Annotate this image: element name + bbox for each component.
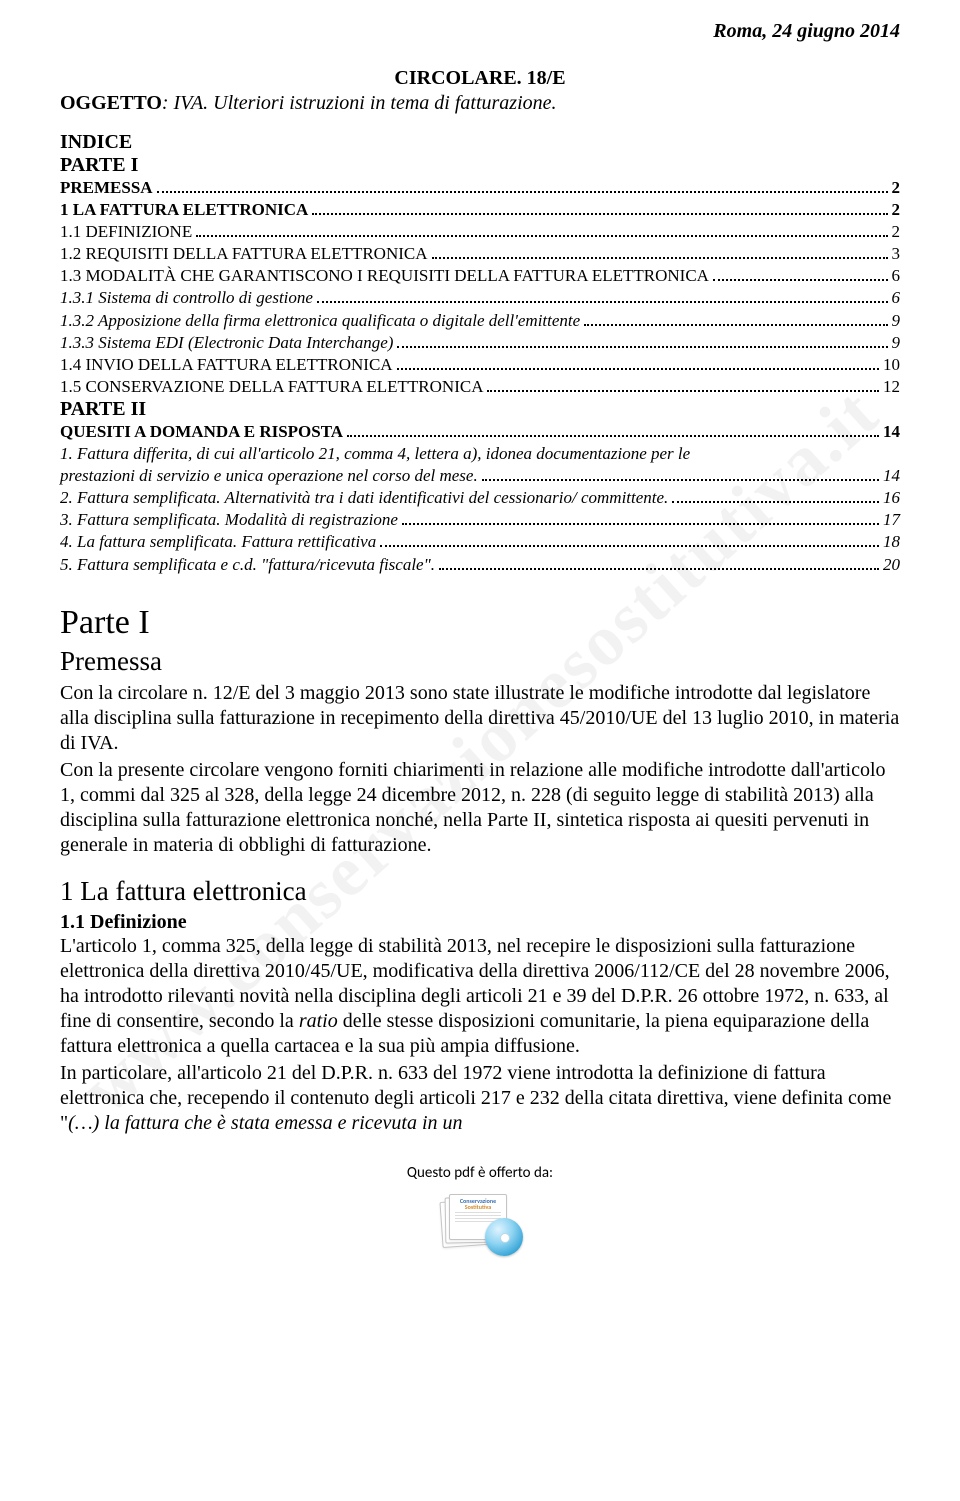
oggetto-text: : IVA. Ulteriori istruzioni in tema di f… [162, 92, 557, 114]
toc-row: 1.1 DEFINIZIONE 2 [60, 221, 900, 243]
toc-label: 5. Fattura semplificata e c.d. "fattura/… [60, 554, 435, 576]
sec11-p2-quote: (…) la fattura che è stata emessa e rice… [68, 1112, 462, 1134]
toc-row: 5. Fattura semplificata e c.d. "fattura/… [60, 554, 900, 576]
toc-page: 9 [892, 310, 901, 332]
premessa-title: Premessa [60, 646, 900, 677]
date-line: Roma, 24 giugno 2014 [60, 20, 900, 43]
toc-row: 1 LA FATTURA ELETTRONICA 2 [60, 199, 900, 221]
toc-row: 1.3 MODALITÀ CHE GARANTISCONO I REQUISIT… [60, 265, 900, 287]
toc-label: 3. Fattura semplificata. Modalità di reg… [60, 509, 398, 531]
toc-row: 1.3.1 Sistema di controllo di gestione 6 [60, 287, 900, 309]
toc-dots [157, 191, 888, 193]
toc-dots [402, 523, 879, 525]
toc-label: 1.3.2 Apposizione della firma elettronic… [60, 310, 580, 332]
sec11-p1: L'articolo 1, comma 325, della legge di … [60, 934, 900, 1059]
oggetto-label: OGGETTO [60, 92, 162, 114]
toc-page: 2 [892, 199, 901, 221]
sec11-p2: In particolare, all'articolo 21 del D.P.… [60, 1061, 900, 1136]
toc-dots [196, 235, 887, 237]
premessa-p2: Con la presente circolare vengono fornit… [60, 758, 900, 858]
toc-label: PREMESSA [60, 177, 153, 199]
toc-row: 3. Fattura semplificata. Modalità di reg… [60, 509, 900, 531]
sec11-title: 1.1 Definizione [60, 911, 900, 934]
toc-dots [380, 545, 879, 547]
indice-heading: INDICE [60, 131, 900, 154]
toc-dots [487, 390, 879, 392]
toc-page: 3 [892, 243, 901, 265]
toc-page: 14 [883, 421, 900, 443]
toc-label: 1.5 CONSERVAZIONE DELLA FATTURA ELETTRON… [60, 376, 483, 398]
toc-page: 12 [883, 376, 900, 398]
footer-icon: Conservazione Sostitutiva [435, 1188, 525, 1256]
premessa-body: Con la circolare n. 12/E del 3 maggio 20… [60, 681, 900, 858]
toc-label: 1.3 MODALITÀ CHE GARANTISCONO I REQUISIT… [60, 265, 709, 287]
toc-page: 9 [892, 332, 901, 354]
toc-dots [397, 368, 879, 370]
circolare-title: CIRCOLARE. 18/E [60, 67, 900, 90]
toc-label: 4. La fattura semplificata. Fattura rett… [60, 531, 376, 553]
toc-label: 1.1 DEFINIZIONE [60, 221, 192, 243]
toc-page: 6 [892, 265, 901, 287]
sec11-p1-ratio: ratio [299, 1010, 338, 1032]
toc-parte1: PREMESSA21 LA FATTURA ELETTRONICA21.1 DE… [60, 177, 900, 398]
toc-dots [312, 213, 887, 215]
toc-page: 17 [883, 509, 900, 531]
toc-dots [482, 479, 879, 481]
indice-parte2-label: PARTE II [60, 398, 900, 421]
toc-page: 14 [883, 465, 900, 487]
toc-row: 1.5 CONSERVAZIONE DELLA FATTURA ELETTRON… [60, 376, 900, 398]
toc-page: 10 [883, 354, 900, 376]
toc-dots [432, 257, 888, 259]
oggetto-line: OGGETTO: IVA. Ulteriori istruzioni in te… [60, 92, 900, 115]
toc-label: QUESITI A DOMANDA E RISPOSTA [60, 421, 343, 443]
toc-label: 1.3.1 Sistema di controllo di gestione [60, 287, 313, 309]
toc-page: 2 [892, 177, 901, 199]
toc-row: 4. La fattura semplificata. Fattura rett… [60, 531, 900, 553]
toc-dots [713, 279, 888, 281]
toc-row: 2. Fattura semplificata. Alternatività t… [60, 487, 900, 509]
toc-dots [584, 324, 887, 326]
card-line2: Sostitutiva [450, 1204, 506, 1210]
toc-dots [397, 346, 887, 348]
footer-text: Questo pdf è offerto da: [60, 1164, 900, 1182]
footer: Questo pdf è offerto da: Conservazione S… [60, 1164, 900, 1256]
toc-dots [672, 501, 879, 503]
sec11-body: L'articolo 1, comma 325, della legge di … [60, 934, 900, 1136]
toc-row: 1.2 REQUISITI DELLA FATTURA ELETTRONICA 3 [60, 243, 900, 265]
indice-parte1-label: PARTE I [60, 154, 900, 177]
toc-dots [347, 435, 879, 437]
toc-label: 2. Fattura semplificata. Alternatività t… [60, 487, 668, 509]
sec1-title: 1 La fattura elettronica [60, 876, 900, 907]
toc-dots [439, 568, 879, 570]
toc-label: 1.3.3 Sistema EDI (Electronic Data Inter… [60, 332, 393, 354]
toc-dots [317, 301, 888, 303]
disc-icon [485, 1218, 523, 1256]
toc-row: 1.3.3 Sistema EDI (Electronic Data Inter… [60, 332, 900, 354]
toc-label: 1 LA FATTURA ELETTRONICA [60, 199, 308, 221]
toc-label: 1.2 REQUISITI DELLA FATTURA ELETTRONICA [60, 243, 428, 265]
toc-page: 16 [883, 487, 900, 509]
toc-page: 2 [892, 221, 901, 243]
toc-parte2: QUESITI A DOMANDA E RISPOSTA 141. Fattura… [60, 421, 900, 576]
parte1-title: Parte I [60, 604, 900, 642]
toc-page: 20 [883, 554, 900, 576]
premessa-p1: Con la circolare n. 12/E del 3 maggio 20… [60, 681, 900, 756]
toc-row: 1. Fattura differita, di cui all'articol… [60, 443, 900, 487]
toc-page: 18 [883, 531, 900, 553]
toc-label: 1.4 INVIO DELLA FATTURA ELETTRONICA [60, 354, 393, 376]
toc-page: 6 [892, 287, 901, 309]
toc-row: 1.4 INVIO DELLA FATTURA ELETTRONICA 10 [60, 354, 900, 376]
toc-label: 1. Fattura differita, di cui all'articol… [60, 443, 900, 465]
toc-row: PREMESSA 2 [60, 177, 900, 199]
toc-row: 1.3.2 Apposizione della firma elettronic… [60, 310, 900, 332]
toc-label: prestazioni di servizio e unica operazio… [60, 465, 478, 487]
toc-row: QUESITI A DOMANDA E RISPOSTA 14 [60, 421, 900, 443]
